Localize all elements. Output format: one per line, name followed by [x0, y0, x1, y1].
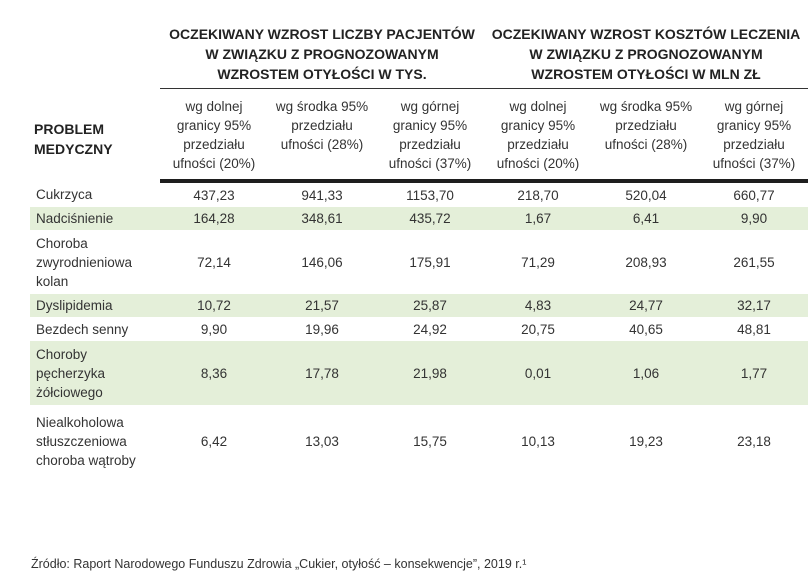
table-cell: 21,98 — [376, 341, 484, 405]
costs-group-header: OCZEKIWANY WZROST KOSZTÓW LECZENIA W ZWI… — [484, 0, 809, 89]
table-row: Dyslipidemia 10,72 21,57 25,87 4,83 24,7… — [30, 294, 809, 317]
table-cell: 19,96 — [305, 321, 339, 337]
subheader-row: wg dolnej granicy 95% przedziału ufności… — [30, 88, 809, 183]
table-cell: 24,77 — [592, 294, 700, 317]
group-header-row: PROBLEM MEDYCZNY OCZEKIWANY WZROST LICZB… — [30, 0, 809, 157]
table-cell: 21,57 — [268, 294, 376, 317]
source-note: Źródło: Raport Narodowego Funduszu Zdrow… — [31, 557, 527, 571]
table-cell: 10,13 — [521, 433, 555, 449]
row-label: Choroby pęcherzyka żółciowego — [30, 341, 160, 405]
table-cell: 15,75 — [413, 433, 447, 449]
table-cell: 175,91 — [409, 254, 451, 270]
subheader-costs-mid: wg środka 95% przedziału ufności (28%) — [592, 88, 700, 183]
table-row: Nadciśnienie 164,28 348,61 435,72 1,67 6… — [30, 207, 809, 230]
table-cell: 435,72 — [376, 207, 484, 230]
table-cell: 8,36 — [160, 341, 268, 405]
table-row: Cukrzyca 437,23 941,33 1153,70 218,70 52… — [30, 181, 808, 207]
table-cell: 17,78 — [268, 341, 376, 405]
patients-group-header: OCZEKIWANY WZROST LICZBY PACJENTÓW W ZWI… — [160, 0, 484, 89]
table-cell: 348,61 — [268, 207, 376, 230]
table-cell: 261,55 — [733, 254, 775, 270]
table-cell: 48,81 — [737, 321, 771, 337]
table-cell: 1,77 — [700, 341, 809, 405]
table-cell: 23,18 — [737, 433, 771, 449]
subheader-costs-lower: wg dolnej granicy 95% przedziału ufności… — [484, 88, 592, 183]
subheader-patients-mid: wg środka 95% przedziału ufności (28%) — [268, 88, 376, 183]
table-cell: 9,90 — [700, 207, 809, 230]
table-cell: 1,67 — [484, 207, 592, 230]
table-cell: 19,23 — [629, 433, 663, 449]
table-cell: 1153,70 — [406, 187, 454, 203]
subheader-costs-upper: wg górnej granicy 95% przedziału ufności… — [700, 88, 809, 183]
table-cell: 32,17 — [700, 294, 809, 317]
table-cell: 6,42 — [200, 433, 228, 449]
table-cell: 146,06 — [301, 254, 343, 270]
table-cell: 218,70 — [517, 187, 559, 203]
table-cell: 164,28 — [160, 207, 268, 230]
row-label: Dyslipidemia — [30, 294, 160, 317]
table-cell: 0,01 — [484, 341, 592, 405]
table-row: Choroba zwyrodnieniowa kolan 72,14 146,0… — [30, 230, 808, 294]
table-cell: 20,75 — [521, 321, 555, 337]
row-label: Bezdech senny — [36, 321, 129, 337]
problem-column-header: PROBLEM MEDYCZNY — [34, 120, 113, 157]
table-cell: 71,29 — [521, 254, 555, 270]
row-label: Cukrzyca — [36, 186, 93, 202]
table-row: Niealkoholowa stłuszczeniowa choroba wąt… — [30, 405, 808, 477]
table-cell: 24,92 — [413, 321, 447, 337]
table-cell: 1,06 — [592, 341, 700, 405]
table-cell: 208,93 — [625, 254, 667, 270]
table-cell: 25,87 — [376, 294, 484, 317]
subheader-patients-upper: wg górnej granicy 95% przedziału ufności… — [376, 88, 484, 183]
row-label: Choroba zwyrodnieniowa kolan — [36, 235, 133, 289]
data-table-wrapper: PROBLEM MEDYCZNY OCZEKIWANY WZROST LICZB… — [30, 0, 809, 477]
obesity-forecast-table: PROBLEM MEDYCZNY OCZEKIWANY WZROST LICZB… — [30, 0, 809, 477]
subheader-patients-lower: wg dolnej granicy 95% przedziału ufności… — [160, 88, 268, 183]
row-label: Niealkoholowa stłuszczeniowa choroba wąt… — [36, 414, 136, 468]
table-cell: 13,03 — [305, 433, 339, 449]
table-row: Choroby pęcherzyka żółciowego 8,36 17,78… — [30, 341, 809, 405]
table-row: Bezdech senny 9,90 19,96 24,92 20,75 40,… — [30, 317, 808, 341]
table-cell: 6,41 — [592, 207, 700, 230]
table-cell: 941,33 — [301, 187, 343, 203]
table-cell: 9,90 — [200, 321, 228, 337]
row-label: Nadciśnienie — [30, 207, 160, 230]
table-cell: 10,72 — [160, 294, 268, 317]
table-cell: 520,04 — [625, 187, 667, 203]
table-cell: 660,77 — [733, 187, 775, 203]
table-cell: 4,83 — [484, 294, 592, 317]
table-cell: 72,14 — [197, 254, 231, 270]
table-cell: 40,65 — [629, 321, 663, 337]
table-cell: 437,23 — [193, 187, 235, 203]
